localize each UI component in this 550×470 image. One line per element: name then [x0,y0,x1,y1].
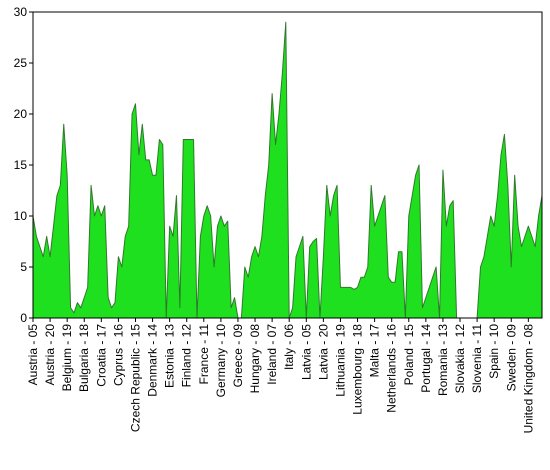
x-tick-label: Austria - 05 [26,324,40,386]
y-tick-label: 0 [20,311,27,325]
x-tick-label: Denmark - 14 [146,324,160,397]
x-tick-label: Austria - 20 [43,324,57,386]
x-tick-label: Slovenia - 11 [470,324,484,393]
x-tick-label: Belgium - 19 [60,324,74,392]
x-tick-label: Finland - 12 [180,324,194,388]
x-tick-label: Greece - 09 [231,324,245,388]
x-tick-label: Malta - 17 [368,324,382,378]
x-tick-label: Estonia - 13 [163,324,177,388]
y-tick-label: 10 [14,209,28,223]
y-tick-label: 15 [14,158,28,172]
x-tick-label: Cyprus - 16 [111,324,125,386]
x-tick-label: Latvia - 20 [316,324,330,380]
x-tick-label: Poland - 15 [402,324,416,386]
x-tick-label: Hungary - 08 [248,324,262,394]
x-tick-label: Luxembourg - 18 [351,324,365,415]
x-tick-label: Netherlands - 16 [385,324,399,413]
x-tick-label: Spain - 10 [487,324,501,379]
x-tick-label: Ireland - 07 [265,324,279,385]
x-tick-label: United Kingdom - 08 [521,324,535,434]
x-tick-label: Czech Republic - 15 [128,324,142,432]
x-tick-label: Croatia - 17 [94,324,108,387]
x-tick-label: Bulgaria - 18 [77,324,91,392]
x-tick-label: Lithuania - 19 [333,324,347,397]
x-tick-label: Sweden - 09 [504,324,518,392]
x-tick-label: Slovakia - 12 [453,324,467,394]
y-tick-label: 30 [14,5,28,19]
y-tick-label: 20 [14,107,28,121]
x-tick-label: Italy - 06 [282,324,296,370]
x-tick-label: Germany - 10 [214,324,228,398]
x-tick-label: Latvia - 05 [299,324,313,380]
y-tick-label: 25 [14,56,28,70]
x-tick-label: Portugal - 14 [419,324,433,393]
area [32,21,543,319]
x-tick-label: Romania - 13 [436,324,450,396]
y-tick-label: 5 [20,260,27,274]
x-tick-label: France - 11 [197,324,211,385]
